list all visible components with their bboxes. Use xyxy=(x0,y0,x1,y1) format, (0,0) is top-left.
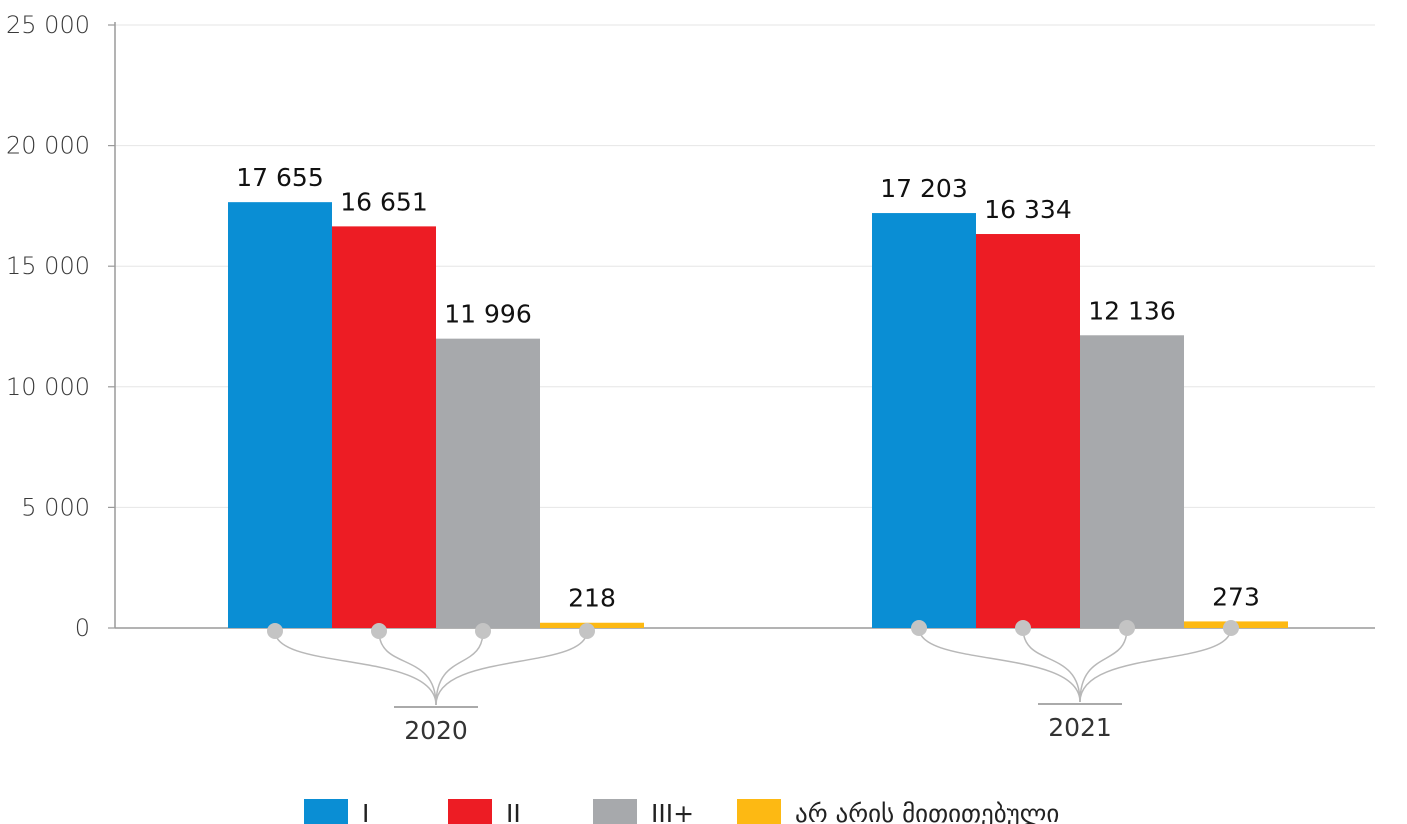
category-connectors xyxy=(267,620,1239,708)
value-label: 273 xyxy=(1212,582,1260,611)
connector-curve xyxy=(1022,627,1081,703)
connector-dot xyxy=(911,620,927,636)
y-tick-label: 5 000 xyxy=(21,493,90,521)
connector-dot xyxy=(579,623,595,639)
connector-curve xyxy=(435,630,588,706)
value-label: 16 334 xyxy=(984,195,1071,224)
value-label: 11 996 xyxy=(444,300,531,329)
bar-2020-I xyxy=(228,202,332,628)
bar-2021-III+ xyxy=(1080,335,1184,628)
bar-2021-II xyxy=(976,234,1080,628)
connector-dot xyxy=(1119,620,1135,636)
y-tick-label: 25 000 xyxy=(6,11,90,39)
legend-swatch-2 xyxy=(448,799,492,824)
y-tick-label: 0 xyxy=(75,614,90,642)
value-label: 218 xyxy=(568,584,616,613)
legend-label: III+ xyxy=(651,799,694,824)
legend: I II III+ არ არის მითითებული xyxy=(304,799,1059,824)
bar-2020-III+ xyxy=(436,338,540,628)
y-tick-label: 20 000 xyxy=(6,132,90,160)
y-tick-label: 10 000 xyxy=(6,373,90,401)
legend-swatch-3 xyxy=(593,799,637,824)
connector-dot xyxy=(267,623,283,639)
legend-label: I xyxy=(362,799,369,824)
value-label: 12 136 xyxy=(1088,296,1175,325)
category-label: 2021 xyxy=(1048,713,1112,742)
value-label: 16 651 xyxy=(340,187,427,216)
connector-curve xyxy=(274,630,437,706)
connector-dot xyxy=(475,623,491,639)
connector-dot xyxy=(1223,620,1239,636)
connector-curve xyxy=(378,630,437,706)
connector-curve xyxy=(1079,627,1232,703)
y-tick-label: 15 000 xyxy=(6,252,90,280)
legend-swatch-4 xyxy=(737,799,781,824)
connector-dot xyxy=(1015,620,1031,636)
connector-dot xyxy=(371,623,387,639)
connector-curve xyxy=(918,627,1081,703)
connector-curve xyxy=(435,630,484,706)
legend-label: არ არის მითითებული xyxy=(795,799,1059,824)
value-label: 17 203 xyxy=(880,174,967,203)
legend-swatch-1 xyxy=(304,799,348,824)
category-label: 2020 xyxy=(404,716,468,745)
bar-2021-I xyxy=(872,213,976,628)
connector-curve xyxy=(1079,627,1128,703)
bar-2020-II xyxy=(332,226,436,629)
value-labels: 17 655 16 651 11 996 218 2020 17 203 16 334 12 … xyxy=(236,163,1260,745)
value-label: 17 655 xyxy=(236,163,323,192)
legend-label: II xyxy=(506,799,521,824)
